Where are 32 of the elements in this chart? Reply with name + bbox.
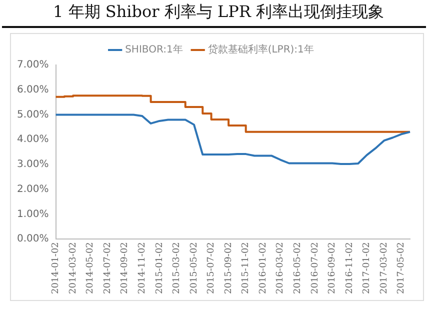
- x-tick-label: 2014-03-02: [68, 242, 78, 294]
- legend-label: SHIBOR:1年: [125, 44, 183, 56]
- y-tick-label: 0.00%: [16, 234, 49, 245]
- x-tick-label: 2016-05-02: [293, 242, 304, 294]
- chart-title: 1 年期 Shibor 利率与 LPR 利率出现倒挂现象: [52, 2, 385, 23]
- x-tick-label: 2014-01-02: [51, 242, 62, 294]
- x-tick-label: 2016-03-02: [276, 242, 286, 294]
- x-tick-label: 2017-05-02: [396, 242, 407, 294]
- x-tick-label: 2017-03-02: [379, 242, 390, 294]
- x-tick-label: 2015-09-02: [224, 242, 234, 294]
- y-tick-label: 6.00%: [16, 84, 49, 96]
- x-tick-label: 2014-11-02: [138, 242, 148, 294]
- x-tick-label: 2014-05-02: [86, 242, 96, 294]
- x-tick-label: 2016-09-02: [328, 242, 338, 294]
- x-tick-label: 2016-11-02: [344, 242, 355, 294]
- y-tick-label: 3.00%: [16, 159, 49, 170]
- x-tick-label: 2015-03-02: [172, 242, 182, 294]
- y-tick-label: 4.00%: [16, 134, 49, 146]
- x-tick-label: 2015-05-02: [189, 242, 200, 294]
- x-tick-label: 2017-01-02: [362, 242, 372, 294]
- x-tick-label: 2015-01-02: [154, 242, 165, 294]
- x-tick-label: 2014-07-02: [102, 242, 113, 294]
- x-tick-label: 2016-07-02: [310, 242, 320, 294]
- y-tick-label: 2.00%: [16, 184, 49, 195]
- x-tick-label: 2015-07-02: [206, 242, 217, 294]
- y-tick-label: 5.00%: [16, 109, 49, 120]
- y-tick-label: 1.00%: [16, 208, 49, 220]
- x-tick-label: 2016-01-02: [258, 242, 268, 294]
- x-tick-label: 2014-09-02: [120, 242, 130, 294]
- y-tick-label: 7.00%: [16, 60, 49, 71]
- legend-label: 贷款基础利率(LPR):1年: [208, 44, 314, 56]
- x-tick-label: 2015-11-02: [241, 242, 252, 294]
